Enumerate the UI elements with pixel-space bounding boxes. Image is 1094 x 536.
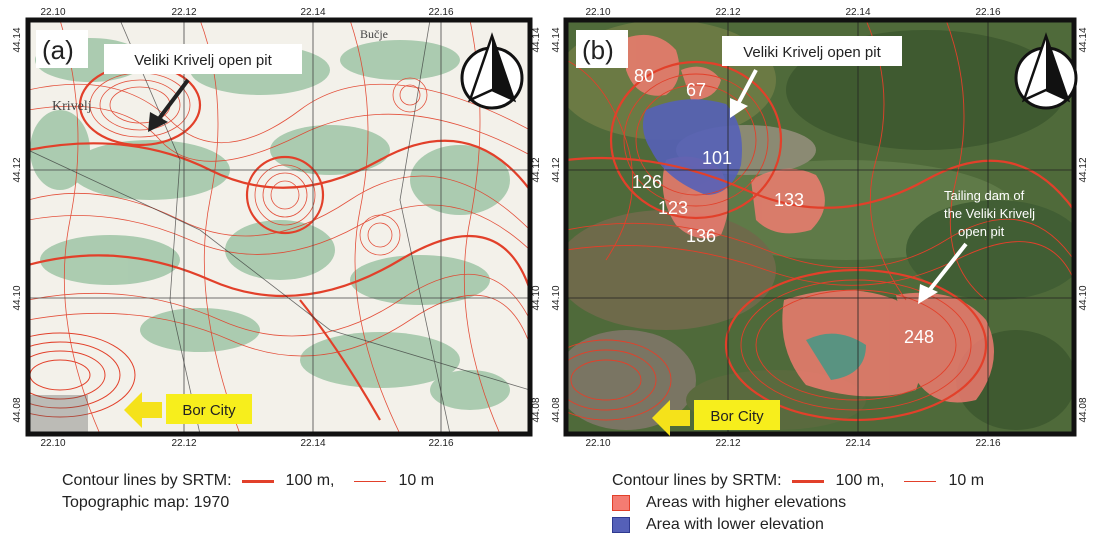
legend-10m-label: 10 m — [398, 472, 435, 489]
y-tick-left: 44.12 — [12, 157, 23, 182]
x-tick-top: 22.10 — [585, 7, 610, 18]
pit-label-bg — [722, 36, 902, 66]
legend-a: Contour lines by SRTM: 100 m, 10 m Topog… — [62, 470, 434, 514]
y-tick-right: 44.10 — [1078, 285, 1089, 310]
north-arrow-icon — [460, 32, 524, 110]
legend-100m-label: 100 m, — [285, 472, 335, 489]
pit-arrow — [148, 78, 190, 132]
area-label: 136 — [686, 226, 716, 246]
area-label: 248 — [904, 327, 934, 347]
x-tick-top: 22.10 — [40, 7, 65, 18]
tailing-dam-label: the Veliki Krivelj — [944, 206, 1035, 221]
pit-label: Veliki Krivelj open pit — [134, 52, 272, 69]
area-label: 80 — [634, 66, 654, 86]
legend-contour-title: Contour lines by SRTM: — [612, 472, 782, 489]
tailing-dam-label: Tailing dam of — [944, 188, 1025, 203]
legend-lower-label: Area with lower elevation — [646, 516, 824, 533]
area-label: 123 — [658, 198, 688, 218]
panel-a-topographic-map: 22.10 22.12 22.14 22.16 22.10 22.12 22.1… — [12, 7, 540, 449]
x-tick-top: 22.14 — [300, 7, 325, 18]
legend-100m-swatch — [241, 479, 274, 483]
legend-contour-title: Contour lines by SRTM: — [62, 472, 232, 489]
y-tick-left: 44.12 — [551, 157, 562, 182]
y-tick-left: 44.08 — [551, 397, 562, 422]
panel-label-bg — [576, 30, 628, 68]
tailing-dam-label: open pit — [958, 224, 1005, 239]
x-tick-bottom: 22.16 — [975, 438, 1000, 449]
x-tick-bottom: 22.10 — [40, 438, 65, 449]
y-tick-right: 44.14 — [531, 27, 540, 52]
legend-10m-swatch — [354, 480, 387, 482]
place-name-krivelj: Krivelj — [52, 99, 92, 114]
roads — [28, 20, 530, 434]
pit-label: Veliki Krivelj open pit — [743, 44, 881, 61]
map-b-body: 80 67 101 126 123 136 133 248 — [566, 20, 1074, 434]
bor-city-label: Bor City — [710, 408, 764, 425]
legend-b: Contour lines by SRTM: 100 m, 10 m Areas… — [612, 470, 984, 536]
contour-lines-100m — [566, 60, 1074, 422]
lower-elevation-area — [642, 99, 742, 195]
bor-city-label-bg — [166, 394, 252, 424]
graticule — [28, 20, 530, 434]
legend-10m-label: 10 m — [948, 472, 985, 489]
legend-100m-label: 100 m, — [835, 472, 885, 489]
y-tick-right: 44.12 — [531, 157, 540, 182]
legend-higher-swatch — [612, 495, 630, 511]
legend-lower-swatch — [612, 517, 630, 533]
y-tick-left: 44.14 — [12, 27, 23, 52]
x-tick-bottom: 22.10 — [585, 438, 610, 449]
x-tick-top: 22.16 — [975, 7, 1000, 18]
bor-city-label-bg — [694, 400, 780, 430]
panel-label-a: (a) — [42, 35, 74, 65]
bor-city-block — [28, 395, 88, 434]
area-label: 101 — [702, 148, 732, 168]
north-arrow-icon — [1014, 32, 1078, 110]
area-label: 126 — [632, 172, 662, 192]
pit-label-bg — [104, 44, 302, 74]
y-tick-left: 44.10 — [551, 285, 562, 310]
y-tick-right: 44.14 — [1078, 27, 1089, 52]
panel-label-b: (b) — [582, 35, 614, 65]
area-label: 133 — [774, 190, 804, 210]
y-tick-right: 44.10 — [531, 285, 540, 310]
tailing-dam-arrow — [918, 242, 968, 304]
legend-100m-swatch — [791, 479, 824, 483]
y-tick-right: 44.12 — [1078, 157, 1089, 182]
place-name-bucje: Bučje — [360, 27, 388, 41]
y-tick-left: 44.10 — [12, 285, 23, 310]
x-tick-bottom: 22.14 — [845, 438, 870, 449]
map-b-frame — [563, 17, 1077, 437]
legend-topo-note: Topographic map: 1970 — [62, 494, 230, 511]
tailing-water — [806, 333, 866, 380]
x-tick-bottom: 22.12 — [171, 438, 196, 449]
x-tick-top: 22.14 — [845, 7, 870, 18]
y-tick-right: 44.08 — [531, 397, 540, 422]
y-tick-left: 44.14 — [551, 27, 562, 52]
x-tick-bottom: 22.14 — [300, 438, 325, 449]
bor-city-arrow-icon — [124, 392, 162, 428]
contour-lines-10m — [566, 20, 1074, 421]
x-tick-top: 22.12 — [171, 7, 196, 18]
x-tick-bottom: 22.16 — [428, 438, 453, 449]
bor-city-arrow-icon — [652, 400, 690, 436]
legend-higher-label: Areas with higher elevations — [646, 494, 847, 511]
panel-b-satellite-map: 22.10 22.12 22.14 22.16 22.10 22.12 22.1… — [551, 7, 1089, 449]
x-tick-bottom: 22.12 — [715, 438, 740, 449]
pit-arrow — [730, 69, 758, 118]
map-a-frame — [25, 17, 533, 437]
legend-10m-swatch — [904, 480, 937, 482]
contour-lines-10m — [28, 20, 530, 434]
graticule — [566, 20, 1074, 434]
panel-label-bg — [36, 30, 88, 68]
bor-city-label: Bor City — [182, 402, 236, 419]
y-tick-left: 44.08 — [12, 397, 23, 422]
y-tick-right: 44.08 — [1078, 397, 1089, 422]
area-label: 67 — [686, 80, 706, 100]
x-tick-top: 22.16 — [428, 7, 453, 18]
map-a-body: Krivelj Bučje — [28, 20, 530, 434]
x-tick-top: 22.12 — [715, 7, 740, 18]
